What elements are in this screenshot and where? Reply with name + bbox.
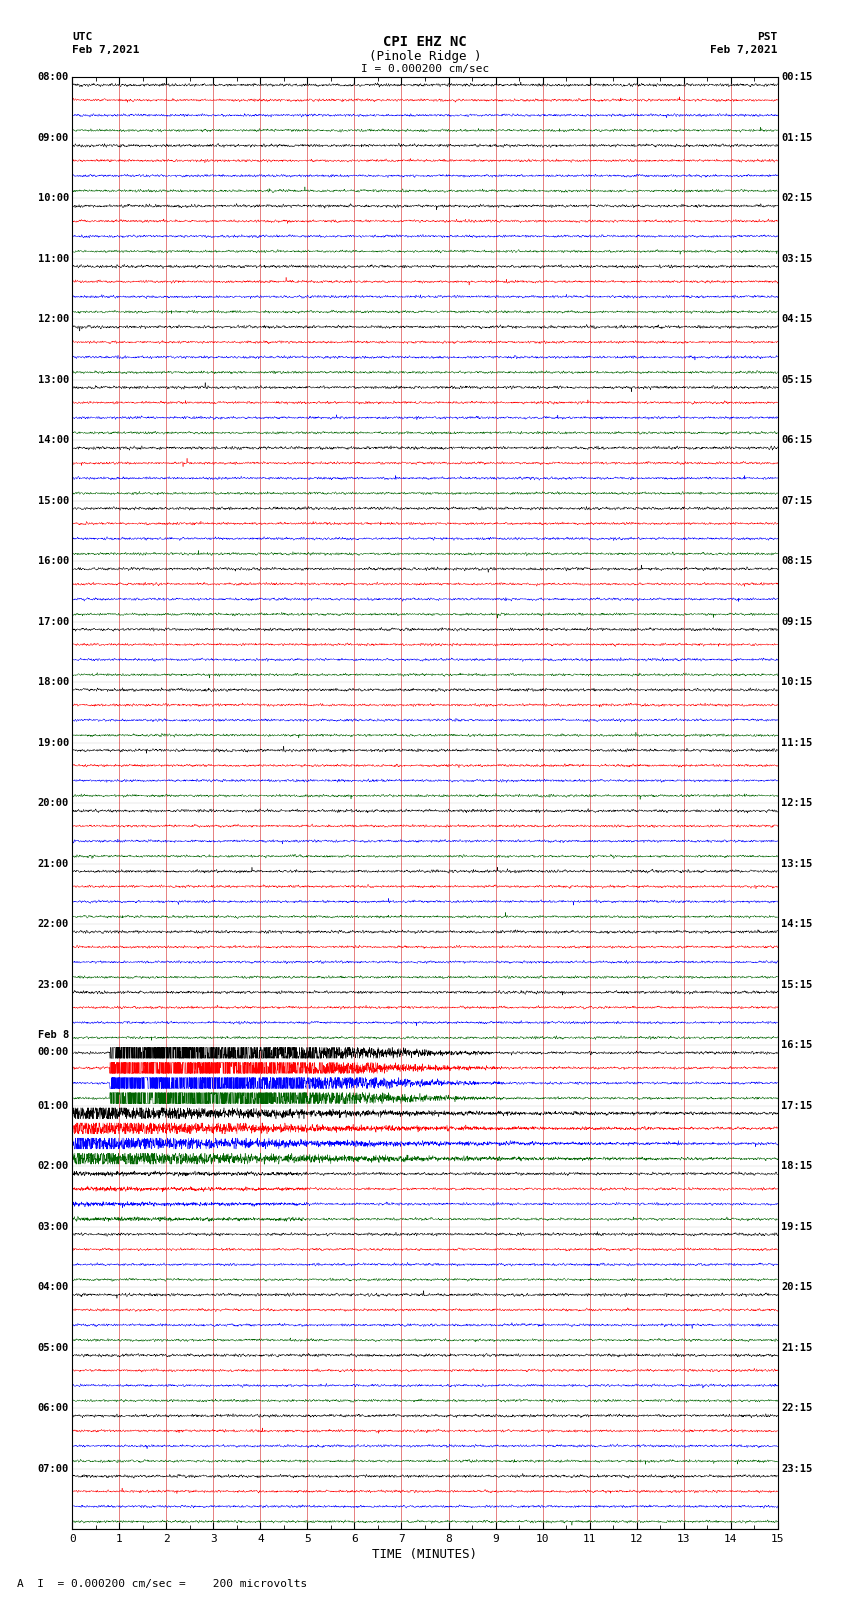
Text: (Pinole Ridge ): (Pinole Ridge ) (369, 50, 481, 63)
Text: 10:15: 10:15 (781, 677, 813, 687)
Text: 10:00: 10:00 (37, 194, 69, 203)
Text: 05:15: 05:15 (781, 374, 813, 386)
Text: 01:00: 01:00 (37, 1100, 69, 1111)
Text: 00:00: 00:00 (37, 1047, 69, 1057)
Text: 21:00: 21:00 (37, 858, 69, 869)
Text: 09:15: 09:15 (781, 616, 813, 627)
Text: 02:00: 02:00 (37, 1161, 69, 1171)
Text: 09:00: 09:00 (37, 132, 69, 144)
Text: 15:00: 15:00 (37, 495, 69, 506)
Text: 07:15: 07:15 (781, 495, 813, 506)
Text: 11:15: 11:15 (781, 737, 813, 748)
X-axis label: TIME (MINUTES): TIME (MINUTES) (372, 1548, 478, 1561)
Text: 03:15: 03:15 (781, 253, 813, 265)
Text: 00:15: 00:15 (781, 73, 813, 82)
Text: 11:00: 11:00 (37, 253, 69, 265)
Text: 01:15: 01:15 (781, 132, 813, 144)
Text: 07:00: 07:00 (37, 1463, 69, 1474)
Text: 06:00: 06:00 (37, 1403, 69, 1413)
Text: 23:15: 23:15 (781, 1463, 813, 1474)
Text: 17:00: 17:00 (37, 616, 69, 627)
Text: Feb 7,2021: Feb 7,2021 (711, 45, 778, 55)
Text: 12:15: 12:15 (781, 798, 813, 808)
Text: 18:00: 18:00 (37, 677, 69, 687)
Text: 22:00: 22:00 (37, 919, 69, 929)
Text: 23:00: 23:00 (37, 979, 69, 990)
Text: 22:15: 22:15 (781, 1403, 813, 1413)
Text: 16:00: 16:00 (37, 556, 69, 566)
Text: 04:15: 04:15 (781, 315, 813, 324)
Text: A  I  = 0.000200 cm/sec =    200 microvolts: A I = 0.000200 cm/sec = 200 microvolts (17, 1579, 307, 1589)
Text: 05:00: 05:00 (37, 1342, 69, 1353)
Text: 13:00: 13:00 (37, 374, 69, 386)
Text: 18:15: 18:15 (781, 1161, 813, 1171)
Text: 08:00: 08:00 (37, 73, 69, 82)
Text: 14:15: 14:15 (781, 919, 813, 929)
Text: 06:15: 06:15 (781, 436, 813, 445)
Text: Feb 8: Feb 8 (37, 1031, 69, 1040)
Text: 08:15: 08:15 (781, 556, 813, 566)
Text: 19:15: 19:15 (781, 1221, 813, 1232)
Text: 03:00: 03:00 (37, 1221, 69, 1232)
Text: 04:00: 04:00 (37, 1282, 69, 1292)
Text: PST: PST (757, 32, 778, 42)
Text: 20:00: 20:00 (37, 798, 69, 808)
Text: 17:15: 17:15 (781, 1100, 813, 1111)
Text: 16:15: 16:15 (781, 1040, 813, 1050)
Text: 19:00: 19:00 (37, 737, 69, 748)
Text: Feb 7,2021: Feb 7,2021 (72, 45, 139, 55)
Text: 12:00: 12:00 (37, 315, 69, 324)
Text: 14:00: 14:00 (37, 436, 69, 445)
Text: UTC: UTC (72, 32, 93, 42)
Text: I = 0.000200 cm/sec: I = 0.000200 cm/sec (361, 65, 489, 74)
Text: 15:15: 15:15 (781, 979, 813, 990)
Text: 02:15: 02:15 (781, 194, 813, 203)
Text: 20:15: 20:15 (781, 1282, 813, 1292)
Text: 21:15: 21:15 (781, 1342, 813, 1353)
Text: 13:15: 13:15 (781, 858, 813, 869)
Text: CPI EHZ NC: CPI EHZ NC (383, 35, 467, 48)
